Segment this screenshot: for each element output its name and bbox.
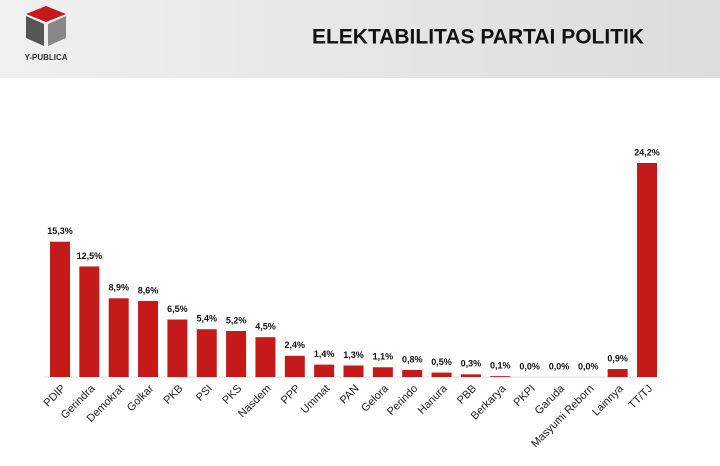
- value-label: 0,5%: [431, 357, 452, 367]
- value-label: 1,4%: [314, 349, 335, 359]
- value-label: 24,2%: [634, 147, 660, 157]
- bar: [50, 241, 70, 377]
- value-label: 8,6%: [138, 285, 159, 295]
- x-tick-label: PAN: [338, 383, 362, 407]
- value-label: 4,5%: [255, 322, 276, 332]
- bar: [196, 329, 217, 377]
- value-label: 0,1%: [490, 360, 511, 370]
- bar: [314, 364, 335, 377]
- value-label: 8,9%: [108, 283, 129, 293]
- x-tick-label: TT/TJ: [626, 383, 655, 412]
- x-tick-label: Lainnya: [590, 382, 626, 418]
- bar: [460, 374, 481, 377]
- value-label: 6,5%: [167, 304, 188, 314]
- value-label: 1,1%: [373, 352, 394, 362]
- value-label: 5,2%: [226, 315, 247, 325]
- bar: [138, 300, 159, 377]
- x-tick-label: Ummat: [299, 383, 333, 417]
- logo-text: Y-PUBLICA: [24, 53, 67, 62]
- bar: [637, 163, 657, 377]
- x-tick-label: PBB: [455, 383, 479, 407]
- bar: [402, 369, 423, 377]
- bar: [372, 367, 393, 377]
- bar: [226, 331, 247, 377]
- value-label: 5,4%: [196, 314, 217, 324]
- x-tick-label: PSI: [194, 383, 215, 404]
- bar: [431, 372, 452, 377]
- bar: [108, 298, 129, 377]
- value-label: 15,3%: [47, 226, 73, 236]
- bar: [167, 319, 188, 377]
- bar: [490, 376, 511, 377]
- x-tick-label: Hanura: [416, 382, 451, 417]
- x-tick-label: PPP: [279, 383, 303, 407]
- x-tick-label: PKS: [220, 383, 244, 407]
- x-tick-label: PKB: [162, 383, 186, 407]
- value-label: 12,5%: [77, 251, 103, 261]
- x-tick-label: Perindo: [385, 383, 420, 418]
- value-label: 0,3%: [461, 359, 482, 369]
- header-band: [0, 0, 720, 78]
- value-label: 0,9%: [607, 353, 628, 363]
- value-label: 0,0%: [549, 361, 570, 371]
- bar: [255, 337, 276, 377]
- value-label: 0,0%: [578, 361, 599, 371]
- x-tick-label: Nasdem: [236, 383, 273, 420]
- logo: Y-PUBLICA: [24, 6, 68, 62]
- x-tick-label: PKPI: [512, 383, 538, 409]
- bar: [284, 355, 305, 377]
- chart-title: ELEKTABILITAS PARTAI POLITIK: [312, 26, 644, 49]
- value-label: 1,3%: [343, 350, 364, 360]
- bar: [607, 369, 628, 377]
- bar: [79, 266, 100, 377]
- x-tick-label: PDIP: [42, 383, 69, 410]
- value-label: 0,0%: [519, 361, 540, 371]
- bar: [343, 365, 364, 377]
- value-label: 0,8%: [402, 354, 423, 364]
- x-tick-label: Golkar: [125, 382, 157, 414]
- value-label: 2,4%: [285, 340, 306, 350]
